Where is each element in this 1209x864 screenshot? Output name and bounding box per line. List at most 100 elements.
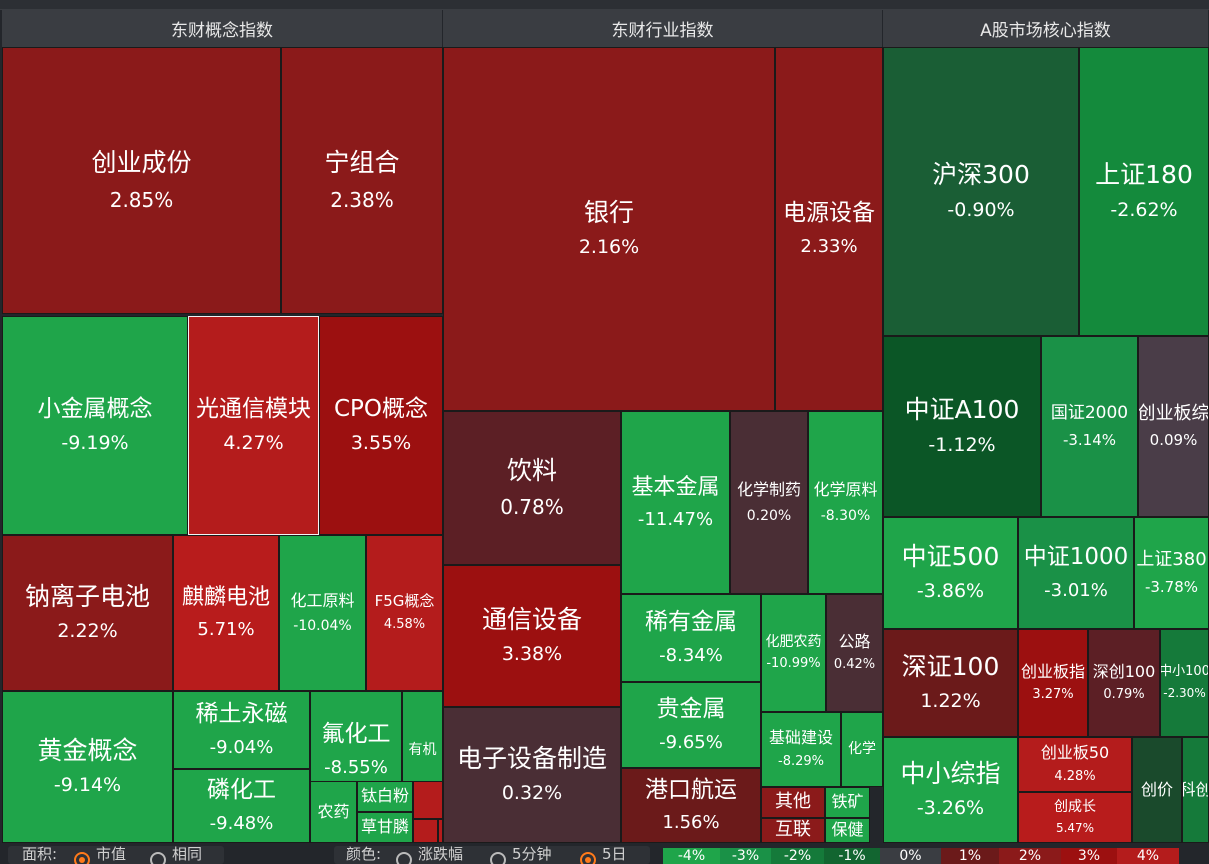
radio-selected-icon bbox=[580, 852, 596, 864]
treemap-tile[interactable]: 宁组合 2.38% bbox=[281, 47, 443, 314]
tile-percent: 4.27% bbox=[223, 431, 284, 454]
color-option-change[interactable]: 涨跌幅 bbox=[386, 846, 463, 864]
treemap-tile[interactable] bbox=[413, 819, 438, 843]
area-option-market-cap[interactable]: 市值 bbox=[64, 846, 126, 864]
tile-name: 电源设备 bbox=[783, 200, 875, 227]
tile-name: 电子设备制造 bbox=[456, 743, 607, 773]
panel-header-core-index: A股市场核心指数 bbox=[883, 10, 1209, 47]
treemap-tile[interactable]: 保健 bbox=[825, 818, 870, 843]
tile-percent: 5.47% bbox=[1055, 821, 1095, 836]
treemap-tile[interactable]: 深创100 0.79% bbox=[1088, 629, 1160, 737]
treemap-tile[interactable]: F5G概念 4.58% bbox=[366, 535, 443, 691]
treemap-tile[interactable]: 互联 bbox=[761, 818, 825, 843]
treemap-tile[interactable]: 基本金属 -11.47% bbox=[621, 411, 730, 594]
treemap-tile[interactable]: 中小100 -2.30% bbox=[1160, 629, 1209, 737]
tile-name: 深创100 bbox=[1092, 661, 1156, 681]
tile-name: 通信设备 bbox=[481, 604, 582, 634]
treemap-tile[interactable]: 上证180 -2.62% bbox=[1079, 47, 1209, 336]
tile-name: 饮料 bbox=[506, 455, 557, 485]
area-label: 面积: bbox=[22, 846, 58, 863]
treemap-tile[interactable]: 创业板50 4.28% bbox=[1018, 737, 1132, 792]
tile-percent: -11.47% bbox=[637, 508, 714, 530]
treemap-tile[interactable]: 农药 bbox=[310, 781, 357, 843]
treemap-tile[interactable]: 麒麟电池 5.71% bbox=[173, 535, 279, 691]
treemap-tile[interactable]: 钛白粉 bbox=[357, 781, 413, 812]
treemap-tile[interactable]: 创业成份 2.85% bbox=[2, 47, 281, 314]
treemap-tile[interactable]: 其他 bbox=[761, 787, 825, 818]
treemap-tile[interactable]: 中证500 -3.86% bbox=[883, 517, 1018, 629]
treemap-tile[interactable]: 公路 0.42% bbox=[826, 594, 883, 712]
treemap-tile[interactable]: 科创 bbox=[1182, 737, 1209, 843]
treemap-tile[interactable]: 中证1000 -3.01% bbox=[1018, 517, 1134, 629]
legend-cell: 3% bbox=[1061, 848, 1117, 864]
treemap-tile[interactable]: 化工原料 -10.04% bbox=[279, 535, 366, 691]
color-option-5day[interactable]: 5日 bbox=[570, 846, 627, 864]
tile-percent: -9.48% bbox=[209, 812, 274, 834]
treemap-tile[interactable]: 草甘膦 bbox=[357, 812, 413, 843]
treemap-tile[interactable]: 银行 2.16% bbox=[443, 47, 775, 411]
tile-name: 钛白粉 bbox=[360, 786, 409, 806]
treemap-tile[interactable]: 创业板综 0.09% bbox=[1138, 336, 1209, 517]
treemap-tile[interactable]: 创业板指 3.27% bbox=[1018, 629, 1088, 737]
treemap-tile[interactable]: 光通信模块 4.27% bbox=[188, 316, 319, 535]
tile-name: 氟化工 bbox=[321, 721, 391, 748]
treemap-tile[interactable]: 铁矿 bbox=[825, 787, 870, 818]
tile-percent: 2.33% bbox=[800, 235, 858, 257]
treemap-tile[interactable]: 通信设备 3.38% bbox=[443, 565, 621, 707]
treemap-tile[interactable]: 稀有金属 -8.34% bbox=[621, 594, 761, 682]
treemap-tile[interactable]: 创价 bbox=[1132, 737, 1182, 843]
treemap-tile[interactable]: 创成长 5.47% bbox=[1018, 792, 1132, 843]
treemap-tile[interactable]: 中证A100 -1.12% bbox=[883, 336, 1041, 517]
tile-name: 中证1000 bbox=[1023, 544, 1129, 571]
color-option-5min[interactable]: 5分钟 bbox=[480, 846, 552, 864]
tile-name: 草甘膦 bbox=[360, 817, 409, 837]
tile-percent: -3.01% bbox=[1044, 579, 1108, 601]
treemap-tile[interactable]: 中小综指 -3.26% bbox=[883, 737, 1018, 843]
legend-cell: -3% bbox=[720, 848, 771, 864]
tile-name: 上证180 bbox=[1095, 160, 1193, 190]
radio-selected-icon bbox=[74, 852, 90, 864]
tile-percent: -0.90% bbox=[947, 198, 1015, 221]
treemap-tile[interactable]: 磷化工 -9.48% bbox=[173, 769, 310, 843]
tile-percent: 0.79% bbox=[1103, 687, 1145, 703]
tile-name: 创业板综 bbox=[1138, 402, 1209, 424]
panel-header-industry: 东财行业指数 bbox=[443, 10, 883, 47]
tile-name: 港口航运 bbox=[645, 776, 737, 803]
treemap-tile[interactable]: CPO概念 3.55% bbox=[319, 316, 443, 535]
tile-name: 上证380 bbox=[1136, 549, 1207, 571]
treemap-tile[interactable]: 贵金属 -9.65% bbox=[621, 682, 761, 768]
treemap-tile[interactable]: 化学原料 -8.30% bbox=[808, 411, 883, 594]
tile-percent: 3.55% bbox=[350, 431, 412, 454]
treemap-tile[interactable]: 黄金概念 -9.14% bbox=[2, 691, 173, 843]
treemap-tile[interactable]: 深证100 1.22% bbox=[883, 629, 1018, 737]
tile-percent: -8.30% bbox=[820, 507, 871, 524]
tile-percent: 2.38% bbox=[330, 187, 394, 212]
tile-name: 创业板50 bbox=[1040, 743, 1110, 763]
treemap-tile[interactable]: 国证2000 -3.14% bbox=[1041, 336, 1138, 517]
tile-name: 化学制药 bbox=[736, 480, 801, 500]
treemap-tile[interactable]: 沪深300 -0.90% bbox=[883, 47, 1079, 336]
tile-name: 中小综指 bbox=[900, 758, 1001, 788]
legend-cell: -2% bbox=[771, 848, 824, 864]
treemap-tile[interactable] bbox=[438, 819, 443, 843]
tile-percent: 3.38% bbox=[501, 643, 563, 666]
tile-name: 创业板指 bbox=[1020, 661, 1085, 681]
treemap-tile[interactable]: 化肥农药 -10.99% bbox=[761, 594, 826, 712]
tile-name: 小金属概念 bbox=[37, 396, 153, 423]
treemap-tile[interactable]: 小金属概念 -9.19% bbox=[2, 316, 188, 535]
treemap-tile[interactable]: 上证380 -3.78% bbox=[1134, 517, 1209, 629]
treemap-tile[interactable]: 化学制药 0.20% bbox=[730, 411, 808, 594]
treemap-tile[interactable]: 稀土永磁 -9.04% bbox=[173, 691, 310, 769]
treemap-tile[interactable] bbox=[413, 781, 443, 819]
treemap-tile[interactable]: 饮料 0.78% bbox=[443, 411, 621, 565]
treemap-tile[interactable]: 港口航运 1.56% bbox=[621, 768, 761, 843]
tile-name: 化肥农药 bbox=[765, 633, 822, 650]
treemap-tile[interactable]: 钠离子电池 2.22% bbox=[2, 535, 173, 691]
treemap-tile[interactable]: 基础建设 -8.29% bbox=[761, 712, 841, 787]
tile-name: 中证A100 bbox=[904, 395, 1020, 425]
area-option-equal[interactable]: 相同 bbox=[140, 846, 202, 864]
treemap-tile[interactable]: 电子设备制造 0.32% bbox=[443, 707, 621, 843]
treemap-tile[interactable]: 化学 bbox=[841, 712, 883, 787]
tile-name: 银行 bbox=[583, 197, 634, 227]
treemap-tile[interactable]: 电源设备 2.33% bbox=[775, 47, 883, 411]
